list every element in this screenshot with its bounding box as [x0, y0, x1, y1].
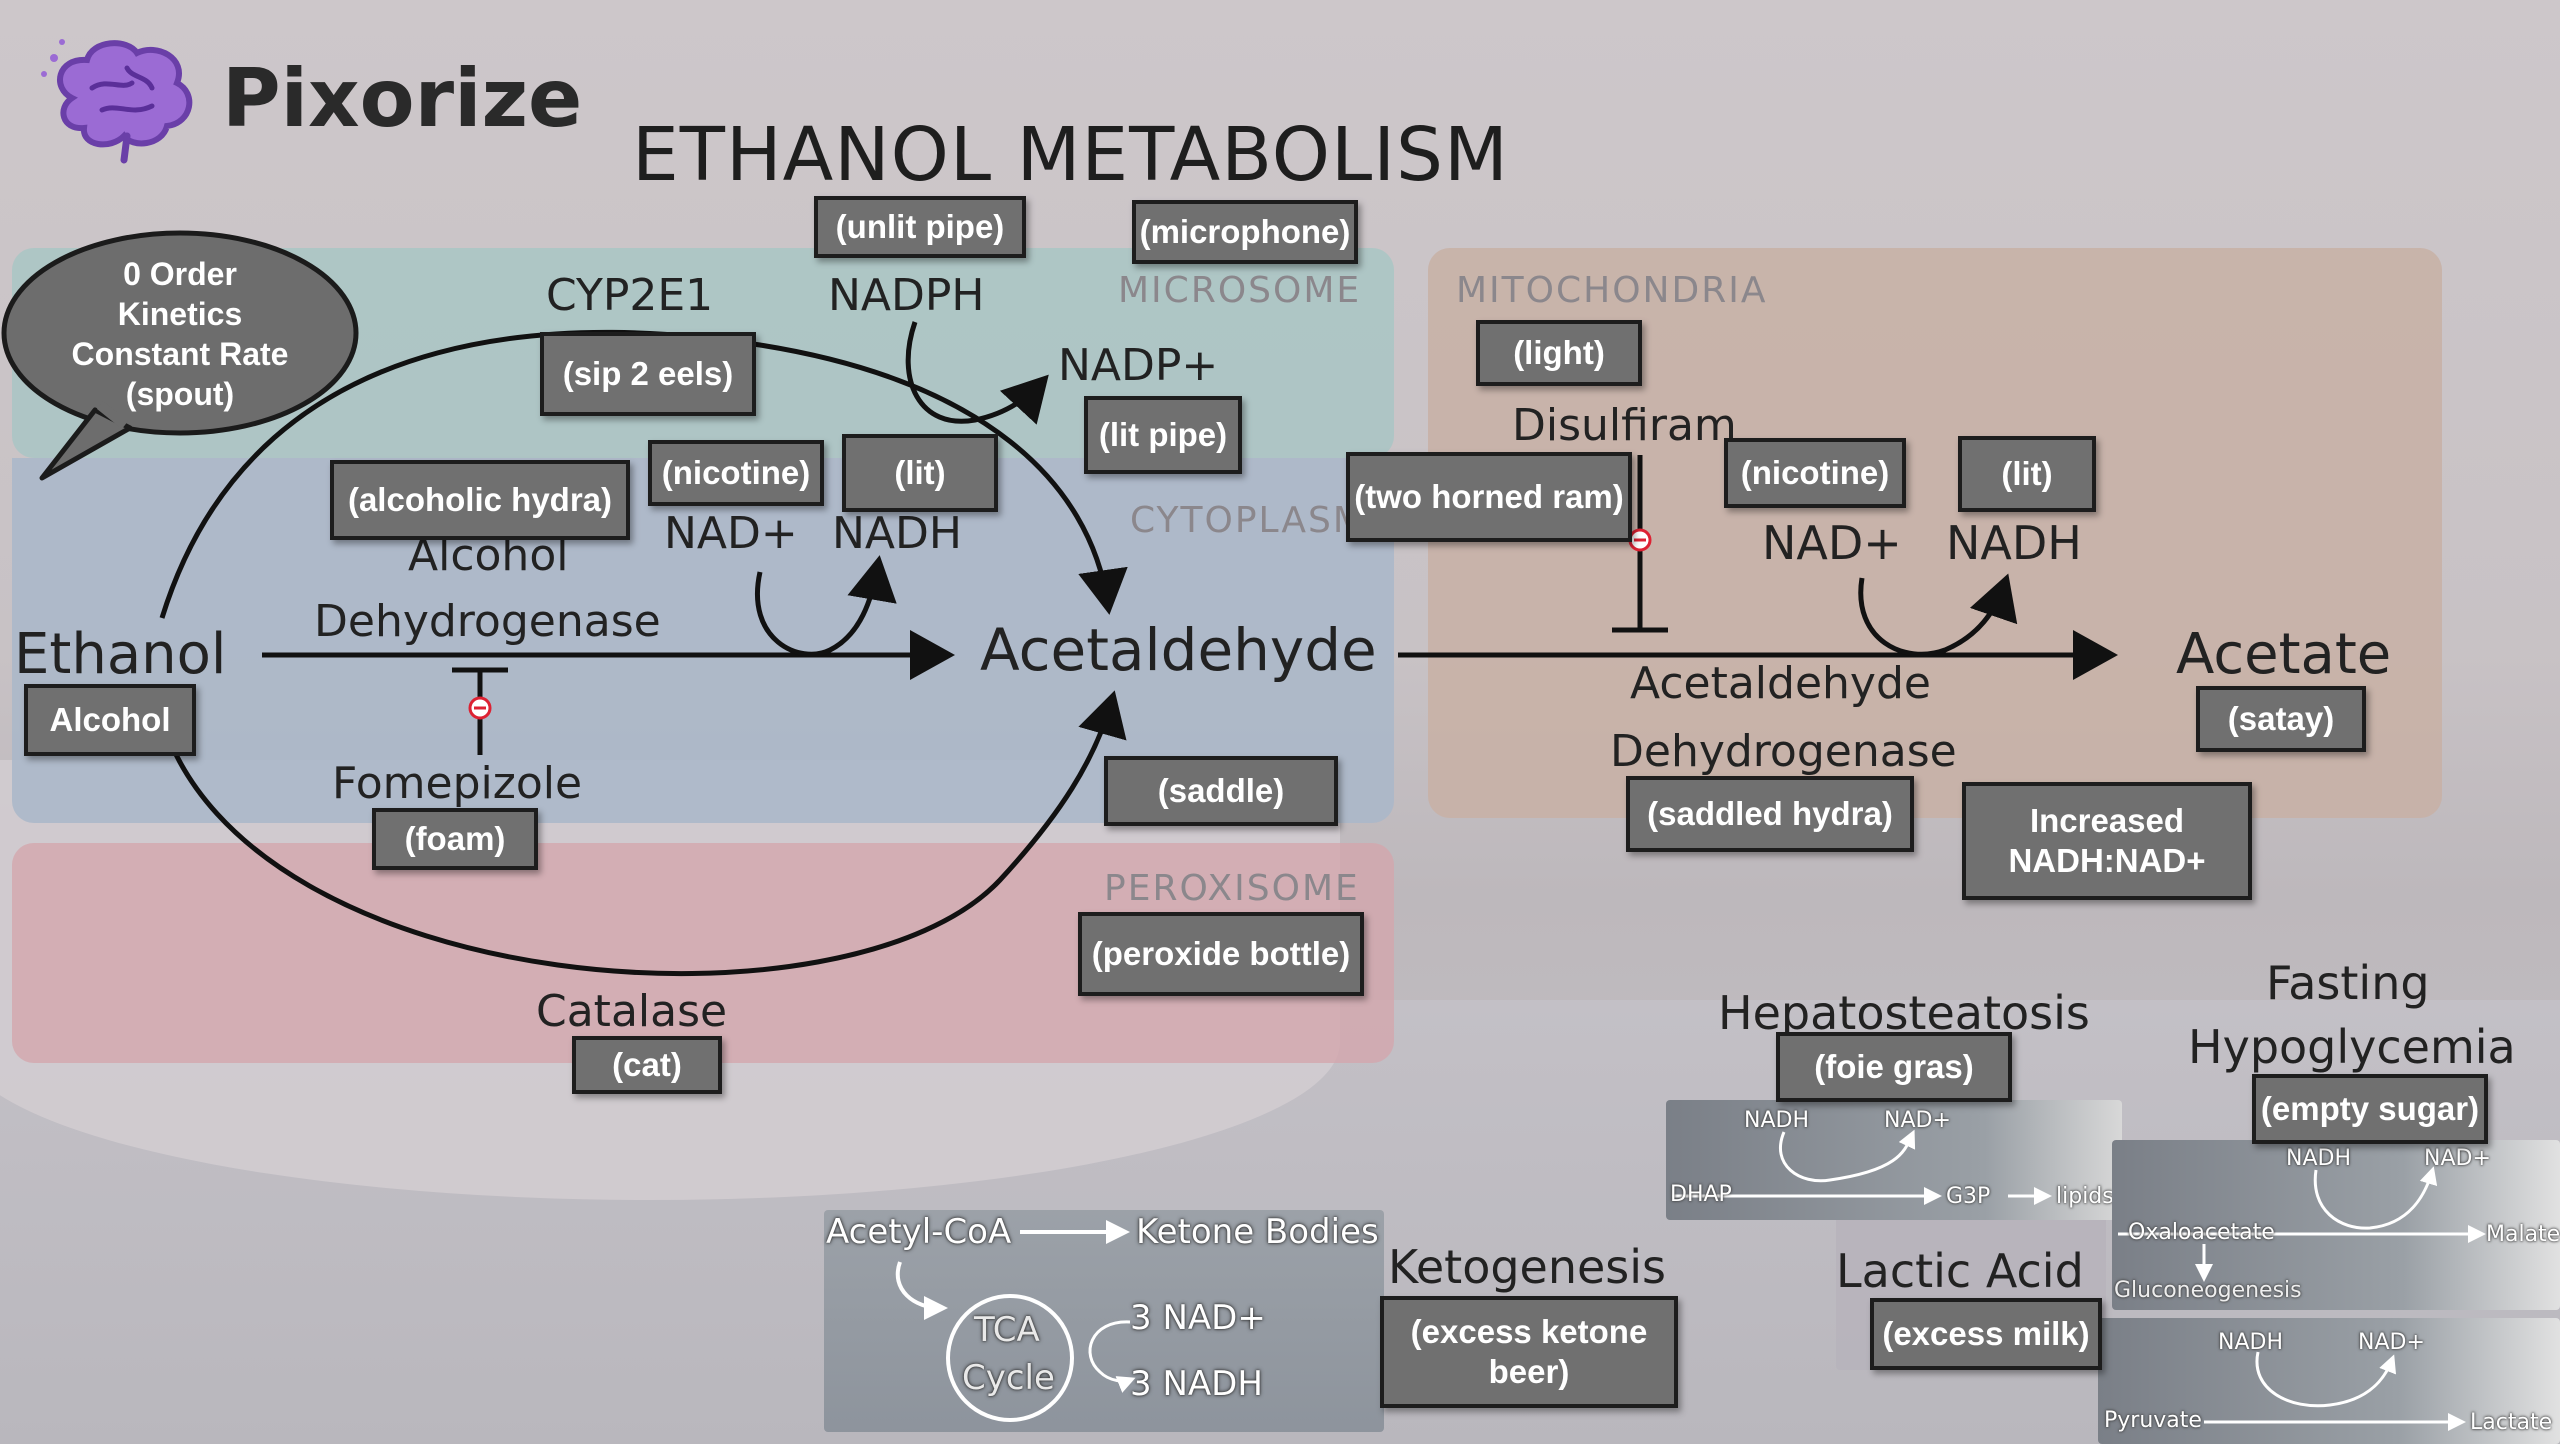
keto-tca: TCA	[974, 1310, 1040, 1350]
fasting-oxaloacetate: Oxaloacetate	[2128, 1220, 2275, 1245]
brand-name: Pixorize	[222, 52, 583, 145]
caption-lit-left: (lit)	[842, 434, 998, 512]
lactic-pyruvate: Pyruvate	[2104, 1408, 2202, 1433]
nad-right-curve	[1858, 573, 2018, 657]
caption-nicotine-right: (nicotine)	[1724, 438, 1906, 508]
caption-excess-ketone-beer: (excess ketone beer)	[1380, 1296, 1678, 1408]
keto-ketone-bodies: Ketone Bodies	[1136, 1212, 1379, 1252]
disulfiram-label: Disulfiram	[1512, 400, 1737, 451]
caption-satay: (satay)	[2196, 686, 2366, 752]
caption-sip2eels: (sip 2 eels)	[540, 332, 756, 416]
mitochondria-label: MITOCHONDRIA	[1456, 270, 1768, 311]
page-title: ETHANOL METABOLISM	[632, 112, 1509, 198]
ethanol-label: Ethanol	[14, 622, 227, 687]
acetate-label: Acetate	[2176, 622, 2392, 687]
lactic-lactate: Lactate	[2470, 1410, 2553, 1435]
ketogenesis-label: Ketogenesis	[1388, 1240, 1667, 1294]
caption-foie-gras: (foie gras)	[1776, 1032, 2012, 1102]
fasting-nadh: NADH	[2286, 1146, 2351, 1171]
caption-alcohol: Alcohol	[24, 684, 196, 756]
caption-saddled-hydra: (saddled hydra)	[1626, 776, 1914, 852]
caption-empty-sugar: (empty sugar)	[2252, 1074, 2488, 1144]
lactic-acid-label: Lactic Acid	[1836, 1244, 2084, 1298]
pixorize-logo	[32, 28, 202, 168]
caption-unlit-pipe: (unlit pipe)	[814, 196, 1026, 258]
caption-cat: (cat)	[572, 1036, 722, 1094]
keto-acetyl-coa: Acetyl-CoA	[826, 1212, 1012, 1252]
fasting-nad: NAD+	[2424, 1146, 2491, 1171]
caption-alcoholic-hydra: (alcoholic hydra)	[330, 460, 630, 540]
fasting-malate: Malate	[2486, 1222, 2560, 1247]
catalase-label: Catalase	[536, 986, 728, 1037]
peroxisome-label: PEROXISOME	[1104, 868, 1360, 909]
hepato-nadh: NADH	[1744, 1108, 1809, 1133]
hepato-g3p: G3P	[1946, 1184, 1991, 1209]
caption-light: (light)	[1476, 320, 1642, 386]
nad-left-curve	[755, 555, 897, 657]
hepato-lipids: lipids	[2056, 1184, 2114, 1209]
nadph-label: NADPH	[828, 270, 985, 321]
keto-3nad: 3 NAD+	[1130, 1298, 1266, 1338]
caption-two-horned-ram: (two horned ram)	[1346, 452, 1632, 542]
hepato-nad: NAD+	[1884, 1108, 1951, 1133]
acetaldehyde-label: Acetaldehyde	[980, 616, 1377, 684]
caption-nicotine-left: (nicotine)	[648, 440, 824, 506]
nad-right-label: NAD+	[1762, 516, 1902, 570]
catalase-arc	[159, 690, 1127, 977]
hepatosteatosis-label: Hepatosteatosis	[1718, 986, 2090, 1040]
caption-increased-ratio: Increased NADH:NAD+	[1962, 782, 2252, 900]
caption-foam: (foam)	[372, 808, 538, 870]
aldh-label-line1: Acetaldehyde	[1630, 658, 1931, 709]
microsome-label: MICROSOME	[1118, 270, 1362, 311]
aldh-label-line2: Dehydrogenase	[1610, 726, 1957, 777]
adh-label-line2: Dehydrogenase	[314, 596, 661, 647]
nadh-right-label: NADH	[1946, 516, 2082, 570]
keto-3nadh: 3 NADH	[1130, 1364, 1263, 1404]
ketogenesis-inset	[824, 1210, 1384, 1432]
nadph-curve	[905, 321, 1049, 425]
caption-lit-right: (lit)	[1958, 436, 2096, 512]
fasting-label-line1: Fasting	[2266, 956, 2430, 1010]
nad-left-label: NAD+	[664, 508, 798, 559]
cyp2e1-label: CYP2E1	[546, 270, 714, 321]
fasting-label-line2: Hypoglycemia	[2188, 1020, 2516, 1074]
speech-bubble-text: 0 Order Kinetics Constant Rate (spout)	[71, 256, 289, 412]
speech-bubble-shape	[1, 230, 359, 436]
caption-excess-milk: (excess milk)	[1870, 1298, 2102, 1370]
brain-icon	[41, 39, 193, 164]
keto-cycle: Cycle	[962, 1358, 1055, 1398]
caption-saddle: (saddle)	[1104, 756, 1338, 826]
lactic-nad: NAD+	[2358, 1330, 2425, 1355]
caption-lit-pipe: (lit pipe)	[1084, 396, 1242, 474]
nadp-label: NADP+	[1058, 340, 1219, 391]
nadh-left-label: NADH	[832, 508, 962, 559]
caption-peroxide-bottle: (peroxide bottle)	[1078, 912, 1364, 996]
caption-microphone: (microphone)	[1132, 200, 1358, 264]
hepato-dhap: DHAP	[1670, 1182, 1732, 1207]
fasting-gluconeogenesis: Gluconeogenesis	[2114, 1278, 2302, 1303]
fomepizole-label: Fomepizole	[332, 758, 583, 809]
cytoplasm-label: CYTOPLASM	[1130, 500, 1366, 541]
lactic-nadh: NADH	[2218, 1330, 2283, 1355]
